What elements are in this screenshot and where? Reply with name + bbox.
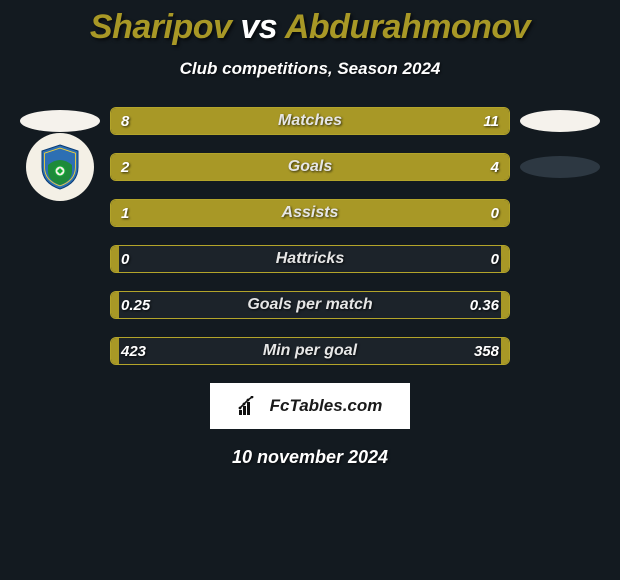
bar-left-fill — [111, 338, 119, 364]
stat-label: Hattricks — [111, 246, 509, 272]
date-text: 10 november 2024 — [0, 447, 620, 468]
bar-right-fill — [278, 108, 509, 134]
bar-right-fill — [501, 292, 509, 318]
bar-left-fill — [111, 154, 242, 180]
stat-bar: 00Hattricks — [110, 245, 510, 273]
stat-row: 24Goals — [10, 153, 610, 181]
player-badge-icon — [20, 110, 100, 132]
player1-name: Sharipov — [90, 8, 231, 46]
bar-right-fill — [242, 154, 509, 180]
bar-left-fill — [111, 246, 119, 272]
bar-right-fill — [501, 246, 509, 272]
bar-right-fill — [501, 338, 509, 364]
stat-bar: 811Matches — [110, 107, 510, 135]
stat-row: 0.250.36Goals per match — [10, 291, 610, 319]
vs-text: vs — [240, 8, 277, 46]
footer-brand-text: FcTables.com — [270, 396, 383, 416]
left-badge-slot — [10, 133, 110, 201]
subtitle-text: Club competitions, Season 2024 — [0, 59, 620, 79]
bar-left-fill — [111, 292, 119, 318]
footer-brand-box: FcTables.com — [210, 383, 410, 429]
stat-row: 00Hattricks — [10, 245, 610, 273]
club-crest-icon — [26, 133, 94, 201]
right-badge-slot — [510, 156, 610, 178]
left-badge-slot — [10, 110, 110, 132]
stat-row: 10Assists — [10, 199, 610, 227]
stat-bar: 0.250.36Goals per match — [110, 291, 510, 319]
comparison-title: Sharipov vs Abdurahmonov — [0, 0, 620, 47]
right-badge-slot — [510, 110, 610, 132]
player2-name: Abdurahmonov — [285, 8, 530, 46]
fctables-icon — [238, 396, 264, 416]
bar-left-fill — [111, 108, 278, 134]
bar-left-fill — [111, 200, 429, 226]
stat-bar: 10Assists — [110, 199, 510, 227]
stats-area: 811Matches 24Goals 10Assists 00Hattricks 0.2… — [0, 107, 620, 365]
stat-bar: 24Goals — [110, 153, 510, 181]
bar-right-fill — [429, 200, 509, 226]
player-badge-icon — [520, 156, 600, 178]
stat-row: 423358Min per goal — [10, 337, 610, 365]
player-badge-icon — [520, 110, 600, 132]
stat-label: Goals per match — [111, 292, 509, 318]
stat-bar: 423358Min per goal — [110, 337, 510, 365]
stat-row: 811Matches — [10, 107, 610, 135]
stat-label: Min per goal — [111, 338, 509, 364]
